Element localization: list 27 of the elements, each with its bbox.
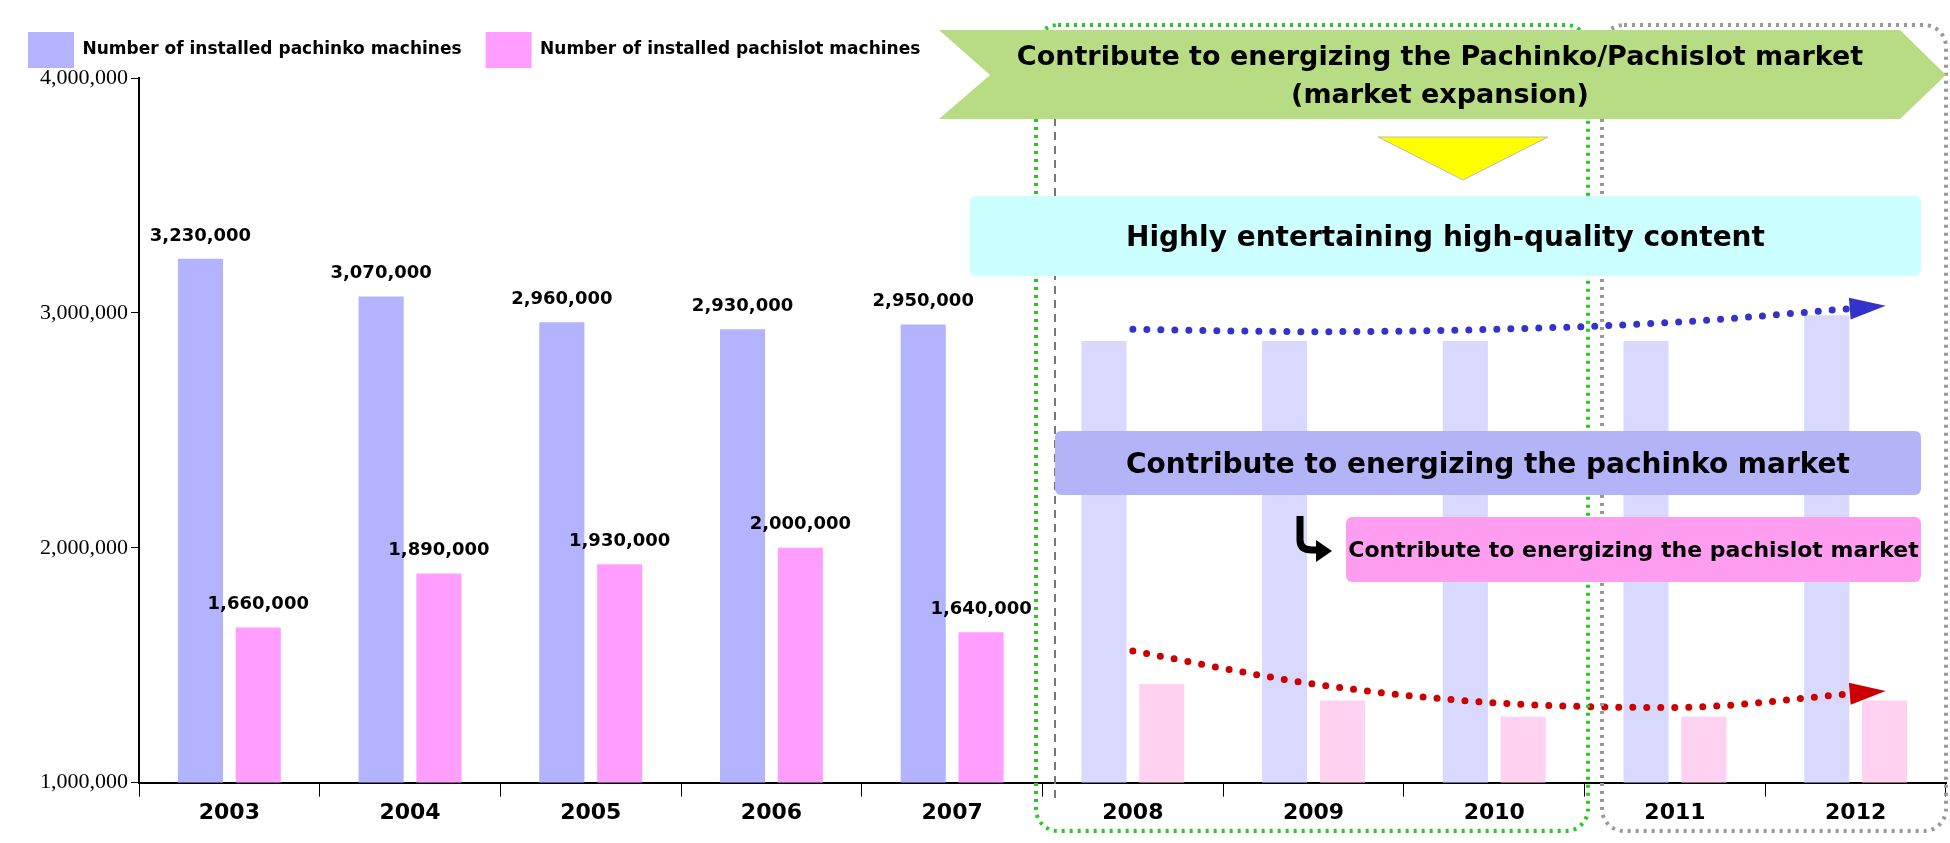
data-label: 2,950,000 (872, 289, 974, 311)
data-label: 2,930,000 (691, 293, 794, 315)
x-tick-label: 2009 (1282, 798, 1345, 824)
annotation: Contribute to energizing the Pachinko/Pachislot market (market expansion) (1015, 38, 1865, 111)
data-label: 1,930,000 (568, 528, 671, 550)
data-label: 2,000,000 (749, 512, 852, 534)
data-label: 1,660,000 (207, 592, 309, 614)
data-label: 1,640,000 (930, 596, 1032, 618)
y-tick-label: 1,000,000 (40, 768, 128, 794)
x-tick-label: 2012 (1825, 798, 1887, 824)
data-label: 2,960,000 (511, 286, 613, 308)
x-tick-label: 2003 (198, 798, 260, 824)
y-tick-label: 2,000,000 (40, 533, 128, 559)
x-tick-label: 2011 (1644, 798, 1706, 824)
data-label: 3,230,000 (149, 223, 252, 245)
x-tick-label: 2008 (1102, 798, 1164, 824)
x-tick-label: 2005 (560, 798, 622, 824)
data-label: 1,890,000 (388, 538, 490, 560)
legend-label: Number of installed pachislot machines (540, 38, 921, 59)
x-tick-label: 2006 (740, 798, 803, 824)
legend-label: Number of installed pachinko machines (82, 38, 462, 59)
x-tick-label: 2010 (1463, 798, 1525, 824)
x-tick-label: 2007 (921, 798, 983, 824)
data-label: 3,070,000 (330, 261, 432, 283)
y-tick-label: 3,000,000 (40, 298, 128, 324)
x-tick-label: 2004 (379, 798, 441, 824)
y-tick-label: 4,000,000 (40, 63, 128, 89)
